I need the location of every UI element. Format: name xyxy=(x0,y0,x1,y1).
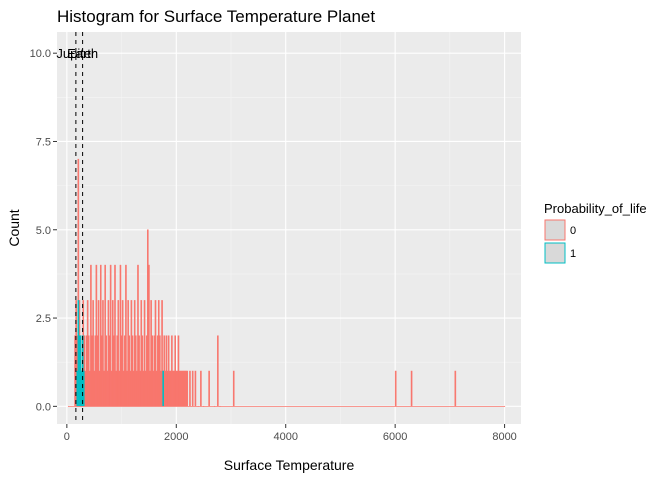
legend-label-0: 0 xyxy=(570,225,576,237)
x-tick-label: 4000 xyxy=(273,431,297,443)
chart-title: Histogram for Surface Temperature Planet xyxy=(57,7,375,26)
bar-series-0 xyxy=(410,370,413,407)
legend-entries: 01 xyxy=(544,219,576,264)
y-tick-label: 2.5 xyxy=(36,313,51,325)
y-tick-label: 7.5 xyxy=(36,136,51,148)
x-axis-ticks: 0 2000 4000 6000 8000 xyxy=(64,424,517,443)
legend-key-0 xyxy=(544,219,566,241)
y-tick-label: 0.0 xyxy=(36,401,51,413)
x-axis-label: Surface Temperature xyxy=(224,457,355,473)
vline-label-earth: Earth xyxy=(67,46,98,61)
bar-series-0 xyxy=(191,370,194,407)
y-axis-label: Count xyxy=(6,209,22,246)
bar-series-0 xyxy=(189,370,191,407)
legend: Probability_of_life 01 xyxy=(544,201,647,264)
bar-series-0 xyxy=(186,370,189,407)
minor-gridlines xyxy=(57,32,521,424)
x-tick-label: 8000 xyxy=(492,431,516,443)
bar-series-0 xyxy=(208,370,210,407)
legend-label-1: 1 xyxy=(570,248,576,260)
y-tick-label: 5.0 xyxy=(36,225,51,237)
legend-key-1 xyxy=(544,242,566,264)
bar-series-0 xyxy=(232,370,235,407)
vline-label-jupiter: Jupiter xyxy=(56,46,96,61)
x-tick-label: 0 xyxy=(64,431,70,443)
legend-title: Probability_of_life xyxy=(544,201,647,216)
y-tick-label: 10.0 xyxy=(30,48,51,60)
bar-series-0 xyxy=(454,370,457,407)
bar-series-0 xyxy=(194,370,197,407)
x-tick-label: 6000 xyxy=(383,431,407,443)
bar-series-0 xyxy=(394,370,397,407)
y-axis-ticks: 0.0 2.5 5.0 7.5 10.0 xyxy=(30,48,57,413)
bar-series-0 xyxy=(200,370,202,407)
bar-series-0 xyxy=(217,335,219,407)
bar-series-1 xyxy=(83,370,85,407)
x-tick-label: 2000 xyxy=(164,431,188,443)
bar-series-1 xyxy=(162,370,164,407)
